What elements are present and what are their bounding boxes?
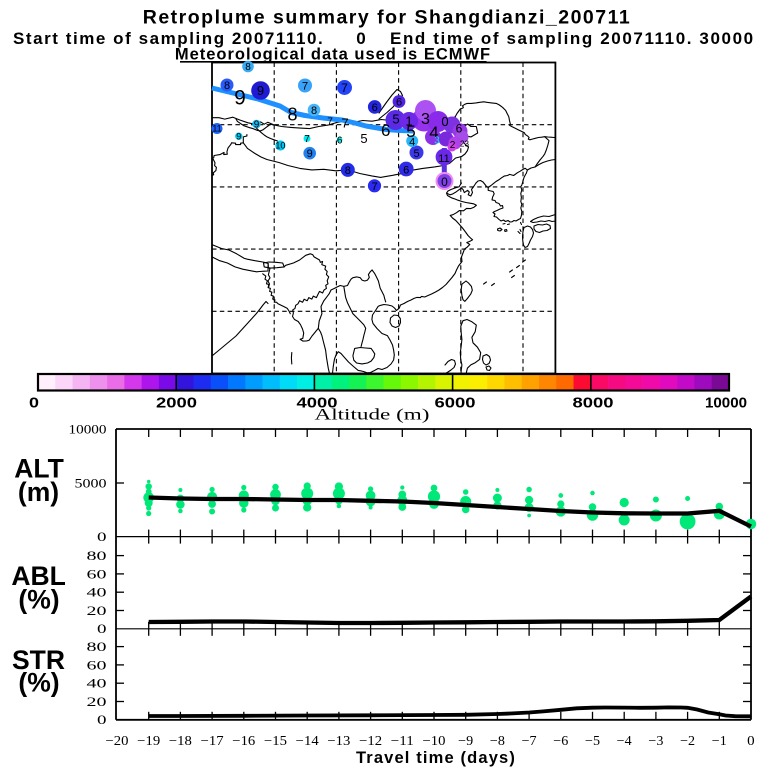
svg-text:0: 0 xyxy=(441,114,448,129)
svg-text:9: 9 xyxy=(236,131,241,141)
svg-text:ALT: ALT xyxy=(14,454,64,484)
svg-text:−10: −10 xyxy=(423,734,446,749)
svg-text:4000: 4000 xyxy=(297,396,338,412)
svg-text:Retroplume summary for Shangdi: Retroplume summary for Shangdianzi_20071… xyxy=(143,7,631,29)
svg-text:8: 8 xyxy=(345,165,351,177)
svg-text:7: 7 xyxy=(341,81,348,95)
svg-text:20: 20 xyxy=(87,694,107,709)
svg-text:9: 9 xyxy=(254,120,260,131)
svg-text:8: 8 xyxy=(224,80,230,92)
svg-text:80: 80 xyxy=(87,639,107,654)
svg-text:−8: −8 xyxy=(490,734,505,749)
svg-text:6: 6 xyxy=(396,96,402,108)
svg-text:−4: −4 xyxy=(617,734,632,749)
svg-text:1: 1 xyxy=(405,114,412,129)
svg-text:−7: −7 xyxy=(522,734,537,749)
svg-text:−16: −16 xyxy=(232,734,255,749)
svg-text:7: 7 xyxy=(371,181,377,193)
svg-text:4: 4 xyxy=(429,123,438,142)
svg-text:STR: STR xyxy=(12,645,65,675)
svg-text:11: 11 xyxy=(212,124,221,134)
svg-text:5: 5 xyxy=(413,148,419,160)
svg-text:0: 0 xyxy=(97,621,107,636)
svg-text:Start time of sampling 2007111: Start time of sampling 20071110. xyxy=(13,29,324,48)
svg-text:10000: 10000 xyxy=(705,396,747,412)
svg-text:40: 40 xyxy=(87,585,107,600)
svg-text:−20: −20 xyxy=(106,734,129,749)
svg-text:9: 9 xyxy=(257,83,264,98)
svg-text:Travel time (days): Travel time (days) xyxy=(356,749,516,767)
svg-text:5: 5 xyxy=(392,112,399,127)
svg-text:6: 6 xyxy=(456,121,463,135)
svg-text:0: 0 xyxy=(97,529,107,544)
svg-text:10000: 10000 xyxy=(69,422,107,437)
svg-text:0: 0 xyxy=(441,175,448,189)
svg-text:11: 11 xyxy=(438,153,449,165)
svg-text:(m): (m) xyxy=(18,477,59,507)
svg-text:6: 6 xyxy=(403,164,409,176)
svg-text:5: 5 xyxy=(406,122,415,141)
svg-text:(%): (%) xyxy=(18,585,59,615)
svg-text:0: 0 xyxy=(97,712,107,727)
svg-text:7: 7 xyxy=(304,134,310,145)
svg-text:7: 7 xyxy=(327,117,333,128)
svg-text:23: 23 xyxy=(460,139,469,148)
svg-text:ABL: ABL xyxy=(11,561,65,591)
svg-text:2000: 2000 xyxy=(156,396,197,412)
svg-text:−12: −12 xyxy=(359,734,382,749)
svg-text:−5: −5 xyxy=(585,734,600,749)
svg-text:7: 7 xyxy=(341,116,348,131)
svg-text:10: 10 xyxy=(275,141,285,151)
svg-text:−6: −6 xyxy=(553,734,568,749)
svg-text:5000: 5000 xyxy=(75,475,107,490)
svg-text:80: 80 xyxy=(87,548,107,563)
svg-text:−1: −1 xyxy=(712,734,727,749)
svg-text:0: 0 xyxy=(356,29,365,48)
svg-text:8: 8 xyxy=(311,105,317,117)
svg-text:5: 5 xyxy=(360,131,367,146)
svg-text:9: 9 xyxy=(234,87,246,110)
svg-text:8000: 8000 xyxy=(573,396,614,412)
svg-text:6: 6 xyxy=(372,102,378,114)
svg-text:7: 7 xyxy=(302,80,308,92)
svg-text:6000: 6000 xyxy=(435,396,476,412)
svg-text:60: 60 xyxy=(87,657,107,672)
svg-text:−13: −13 xyxy=(327,734,350,749)
svg-text:9: 9 xyxy=(307,148,313,160)
svg-text:(%): (%) xyxy=(18,668,59,698)
svg-text:−17: −17 xyxy=(201,734,224,749)
svg-text:−9: −9 xyxy=(458,734,473,749)
svg-text:8: 8 xyxy=(245,62,251,73)
svg-text:20: 20 xyxy=(87,603,107,618)
svg-text:−19: −19 xyxy=(137,734,160,749)
svg-text:3: 3 xyxy=(421,111,430,128)
svg-text:6: 6 xyxy=(381,121,390,140)
svg-text:−11: −11 xyxy=(391,734,414,749)
svg-text:Meteorological data used is EC: Meteorological data used is ECMWF xyxy=(175,46,491,64)
svg-text:−15: −15 xyxy=(264,734,287,749)
svg-text:6: 6 xyxy=(337,135,343,146)
svg-text:4: 4 xyxy=(409,136,415,148)
svg-text:0: 0 xyxy=(29,396,39,412)
svg-text:End time of sampling 20071110.: End time of sampling 20071110. 30000 xyxy=(390,29,755,48)
svg-text:40: 40 xyxy=(87,676,107,691)
svg-text:0: 0 xyxy=(747,734,755,749)
svg-text:3: 3 xyxy=(434,136,440,147)
svg-text:60: 60 xyxy=(87,566,107,581)
svg-text:−2: −2 xyxy=(680,734,695,749)
svg-text:−18: −18 xyxy=(169,734,192,749)
svg-text:Altitude (m): Altitude (m) xyxy=(315,407,430,424)
svg-text:8: 8 xyxy=(287,104,297,124)
svg-text:2: 2 xyxy=(450,140,456,151)
svg-text:−3: −3 xyxy=(648,734,663,749)
svg-text:−14: −14 xyxy=(296,734,319,749)
